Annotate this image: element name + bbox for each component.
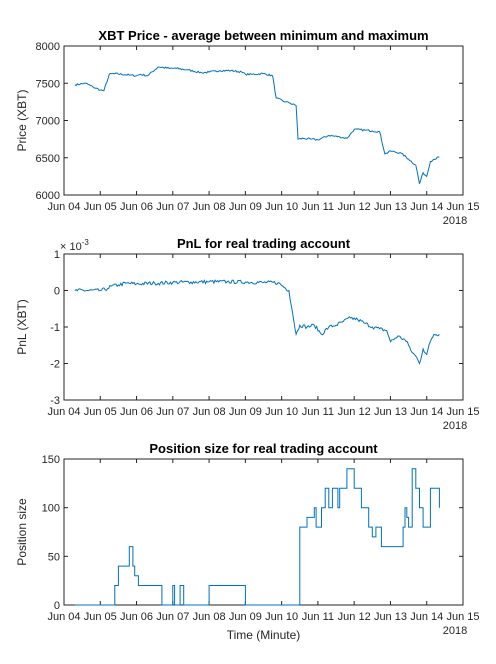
x-tick-label: Jun 04 <box>47 611 80 623</box>
x-tick-label: Jun 06 <box>120 611 153 623</box>
x-tick-label: Jun 09 <box>229 406 262 418</box>
y-axis-label: PnL (XBT) <box>15 299 29 355</box>
x-tick-label: Jun 07 <box>156 406 189 418</box>
x-tick-label: Jun 14 <box>410 406 443 418</box>
y-tick-label: 8000 <box>36 41 60 53</box>
x-year-label: 2018 <box>443 625 467 637</box>
y-tick-label: -3 <box>50 395 60 407</box>
x-tick-label: Jun 12 <box>338 201 371 213</box>
x-tick-label: Jun 13 <box>374 201 407 213</box>
x-tick-label: Jun 10 <box>265 406 298 418</box>
y-tick-label: 50 <box>48 551 60 563</box>
x-tick-label: Jun 12 <box>338 611 371 623</box>
x-tick-label: Jun 07 <box>156 611 189 623</box>
x-year-label: 2018 <box>443 420 467 432</box>
x-tick-label: Jun 09 <box>229 611 262 623</box>
x-tick-label: Jun 14 <box>410 201 443 213</box>
y-axis-label: Price (XBT) <box>15 89 29 151</box>
x-tick-label: Jun 06 <box>120 201 153 213</box>
x-tick-label: Jun 13 <box>374 611 407 623</box>
axes-box <box>63 45 464 196</box>
x-tick-label: Jun 14 <box>410 611 443 623</box>
x-tick-label: Jun 08 <box>193 406 226 418</box>
y-tick-label: 7000 <box>36 116 60 128</box>
x-tick-label: Jun 15 <box>446 611 479 623</box>
x-tick-label: Jun 10 <box>265 201 298 213</box>
y-tick-label: 0 <box>54 600 60 612</box>
x-tick-label: Jun 09 <box>229 201 262 213</box>
y-tick-label: 150 <box>42 454 60 466</box>
x-tick-label: Jun 07 <box>156 201 189 213</box>
series-line <box>74 468 440 606</box>
y-tick-label: 1 <box>54 249 60 261</box>
x-axis-label: Time (Minute) <box>227 628 301 642</box>
x-tick-label: Jun 04 <box>47 201 80 213</box>
x-tick-label: Jun 04 <box>47 406 80 418</box>
chart-title: XBT Price - average between minimum and … <box>98 28 428 43</box>
x-tick-label: Jun 11 <box>302 611 334 623</box>
x-tick-label: Jun 06 <box>120 406 153 418</box>
y-tick-label: -2 <box>50 359 60 371</box>
y-tick-label: 6000 <box>36 190 60 202</box>
y-tick-label: -1 <box>50 322 60 334</box>
x-tick-label: Jun 05 <box>84 611 117 623</box>
x-tick-label: Jun 05 <box>84 201 117 213</box>
x-tick-label: Jun 11 <box>302 406 334 418</box>
y-tick-label: 100 <box>42 503 60 515</box>
x-tick-label: Jun 15 <box>446 406 479 418</box>
chart-title: Position size for real trading account <box>149 441 378 456</box>
chart-2: PnL for real trading account Jun 04 Jun 05… <box>15 236 480 432</box>
chart-3: Position size for real trading account Ju… <box>15 441 480 642</box>
x-tick-label: Jun 05 <box>84 406 117 418</box>
series-line <box>74 279 440 365</box>
x-tick-label: Jun 08 <box>193 611 226 623</box>
x-tick-label: Jun 10 <box>265 611 298 623</box>
axes-box <box>63 253 464 401</box>
y-tick-label: 0 <box>54 286 60 298</box>
x-tick-label: Jun 13 <box>374 406 407 418</box>
x-year-label: 2018 <box>443 215 467 227</box>
x-tick-label: Jun 12 <box>338 406 371 418</box>
y-tick-label: 6500 <box>36 153 60 165</box>
x-tick-label: Jun 11 <box>302 201 334 213</box>
x-tick-label: Jun 15 <box>446 201 479 213</box>
series-line <box>74 66 440 184</box>
y-exponent-label: × 10-3 <box>60 238 89 253</box>
chart-title: PnL for real trading account <box>177 236 351 251</box>
y-tick-label: 7500 <box>36 78 60 90</box>
chart-1: XBT Price - average between minimum and … <box>15 28 480 227</box>
y-axis-label: Position size <box>15 498 29 566</box>
x-tick-label: Jun 08 <box>193 201 226 213</box>
